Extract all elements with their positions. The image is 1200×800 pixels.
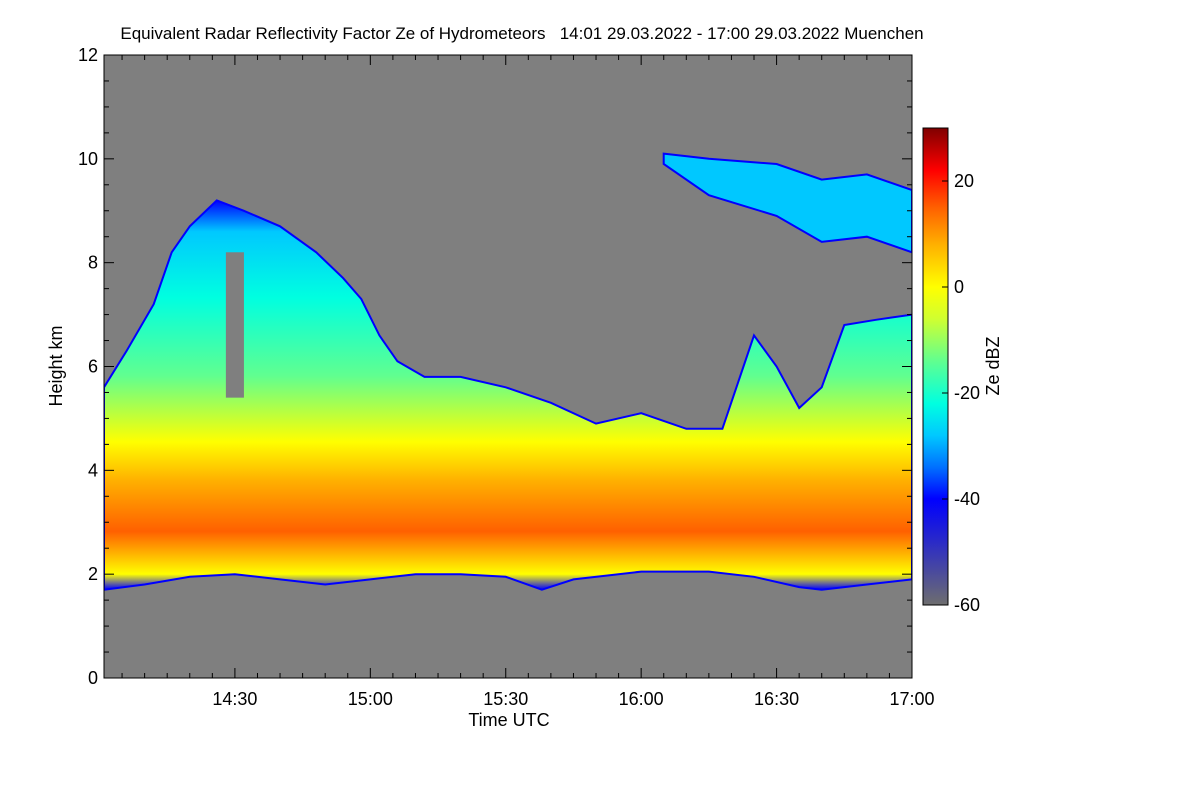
x-tick-label: 14:30 xyxy=(212,689,257,709)
cloud-layer-upper-ice xyxy=(662,152,912,254)
x-axis-label: Time UTC xyxy=(468,710,549,730)
x-tick-label: 15:00 xyxy=(348,689,393,709)
x-tick-label: 16:30 xyxy=(754,689,799,709)
colorbar-tick-label: -60 xyxy=(954,595,980,615)
y-tick-label: 0 xyxy=(88,668,98,688)
x-tick-label: 17:00 xyxy=(889,689,934,709)
colorbar-tick-label: -40 xyxy=(954,489,980,509)
y-tick-label: 12 xyxy=(78,45,98,65)
colorbar-ticks: -60 -40 -20 0 20 xyxy=(942,171,980,615)
plot-area xyxy=(103,54,913,679)
x-tick-label: 15:30 xyxy=(483,689,528,709)
colorbar-label: Ze dBZ xyxy=(983,336,1003,395)
y-tick-label: 2 xyxy=(88,564,98,584)
data-gap xyxy=(225,252,244,398)
cloud-layer-main xyxy=(104,199,912,591)
colorbar-tick-label: 0 xyxy=(954,277,964,297)
y-axis: 0 2 4 6 8 10 12 xyxy=(78,45,912,688)
cloud-layers xyxy=(104,152,912,591)
x-axis: 14:30 15:00 15:30 16:00 16:30 17:00 xyxy=(121,55,935,709)
colorbar-tick-label: -20 xyxy=(954,383,980,403)
y-axis-label: Height km xyxy=(46,325,66,406)
colorbar: -60 -40 -20 0 20 Ze dBZ xyxy=(922,127,1003,615)
y-tick-label: 8 xyxy=(88,253,98,273)
y-tick-label: 6 xyxy=(88,357,98,377)
y-tick-label: 10 xyxy=(78,149,98,169)
colorbar-tick-label: 20 xyxy=(954,171,974,191)
x-tick-label: 16:00 xyxy=(619,689,664,709)
colorbar-bar xyxy=(922,127,949,606)
y-tick-label: 4 xyxy=(88,460,98,480)
chart-title: Equivalent Radar Reflectivity Factor Ze … xyxy=(120,24,923,43)
